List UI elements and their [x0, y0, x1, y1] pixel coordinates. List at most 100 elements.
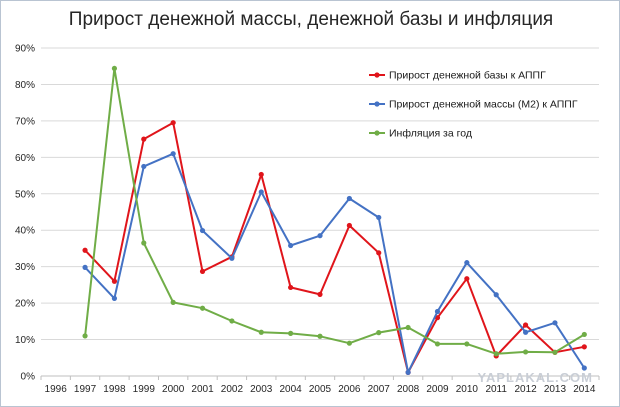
- y-tick-label: 10%: [15, 335, 35, 346]
- chart-title: Прирост денежной массы, денежной базы и …: [68, 9, 554, 30]
- data-point: [581, 331, 587, 338]
- data-point: [288, 284, 294, 291]
- y-tick-label: 40%: [15, 226, 35, 237]
- data-point: [376, 330, 382, 336]
- y-tick-label: 60%: [15, 153, 35, 164]
- data-point: [141, 136, 147, 142]
- legend-swatch-marker: [374, 101, 380, 107]
- data-point: [229, 318, 235, 324]
- x-tick-label: 2008: [397, 384, 420, 395]
- data-point: [170, 120, 176, 126]
- gridlines: [41, 47, 599, 341]
- x-tick-label: 1997: [74, 384, 97, 395]
- data-point: [317, 333, 323, 339]
- legend-label: Инфляция за год: [389, 128, 472, 140]
- data-point: [552, 320, 558, 326]
- legend-label: Прирост денежной массы (М2) к АППГ: [389, 99, 578, 111]
- data-point: [199, 227, 206, 234]
- data-point: [405, 324, 411, 331]
- data-point: [258, 171, 264, 178]
- data-point: [141, 163, 147, 170]
- y-tick-label: 70%: [15, 116, 35, 127]
- legend-item-1: Прирост денежной базы к АППГ: [369, 70, 546, 82]
- data-point: [199, 268, 206, 275]
- series-2: [82, 151, 587, 375]
- x-tick-label: 2004: [280, 384, 303, 395]
- data-point: [464, 276, 470, 282]
- series-line: [84, 152, 586, 374]
- data-point: [111, 65, 118, 72]
- data-point: [288, 330, 294, 336]
- data-point: [111, 295, 118, 301]
- y-tick-label: 50%: [15, 189, 35, 200]
- x-tick-label: 2014: [573, 384, 596, 395]
- legend-swatch-marker: [374, 72, 380, 78]
- data-point: [464, 341, 470, 347]
- series-group: [82, 65, 587, 375]
- series-line: [84, 121, 585, 374]
- data-point: [581, 365, 587, 371]
- legend-item-3: Инфляция за год: [369, 128, 472, 140]
- data-point: [258, 189, 264, 195]
- series-line: [84, 67, 585, 355]
- x-tick-label: 2011: [485, 384, 507, 395]
- x-tick-label: 2001: [191, 384, 214, 395]
- x-tick-label: 1999: [133, 384, 156, 395]
- data-point: [493, 351, 499, 357]
- x-tick-label: 2007: [368, 384, 391, 395]
- x-tick-label: 2000: [162, 384, 185, 395]
- legend-item-2: Прирост денежной массы (М2) к АППГ: [369, 99, 578, 111]
- series-3: [82, 65, 587, 357]
- x-tick-label: 2013: [544, 384, 567, 395]
- y-tick-label: 0%: [21, 372, 36, 383]
- legend-swatch-marker: [374, 130, 380, 136]
- data-point: [229, 255, 235, 261]
- data-point: [141, 240, 147, 246]
- data-point: [434, 341, 441, 347]
- data-point: [288, 242, 294, 249]
- watermark: YAPLAKAL.COM: [477, 370, 593, 385]
- x-tick-label: 2010: [456, 384, 479, 395]
- data-point: [522, 329, 529, 335]
- x-tick-label: 1996: [45, 384, 68, 395]
- data-point: [170, 151, 176, 157]
- y-tick-label: 80%: [15, 80, 35, 91]
- x-tick-label: 2005: [309, 384, 332, 395]
- axes: 0% 10% 20% 30% 40% 50% 60% 70% 80% 90% 1996 1997 199…: [15, 44, 600, 395]
- data-point: [464, 260, 470, 266]
- data-point: [522, 349, 529, 355]
- data-point: [346, 222, 352, 229]
- data-point: [82, 264, 88, 270]
- data-point: [317, 291, 323, 297]
- y-tick-label: 20%: [15, 299, 35, 310]
- data-point: [405, 369, 411, 375]
- y-tick-label: 30%: [15, 262, 35, 273]
- data-point: [346, 195, 352, 202]
- x-tick-label: 2009: [426, 384, 449, 395]
- x-tick-label: 2002: [221, 384, 244, 395]
- y-tick-label: 90%: [15, 44, 35, 55]
- data-point: [199, 305, 206, 311]
- data-point: [552, 349, 558, 355]
- data-point: [376, 214, 382, 221]
- x-tick-label: 2003: [250, 384, 273, 395]
- x-tick-label: 2012: [514, 384, 537, 395]
- x-tick-label: 1998: [103, 384, 126, 395]
- data-point: [258, 329, 264, 335]
- data-point: [346, 340, 352, 346]
- series-1: [82, 120, 587, 375]
- data-point: [493, 292, 499, 298]
- data-point: [82, 333, 88, 339]
- data-point: [82, 247, 88, 253]
- data-point: [317, 233, 323, 239]
- data-point: [522, 322, 529, 328]
- data-point: [376, 250, 382, 256]
- legend: Прирост денежной базы к АППГ Прирост дене…: [369, 70, 578, 140]
- data-point: [111, 278, 118, 284]
- data-point: [434, 308, 441, 315]
- data-point: [581, 344, 587, 350]
- x-tick-label: 2006: [338, 384, 361, 395]
- data-point: [170, 299, 176, 305]
